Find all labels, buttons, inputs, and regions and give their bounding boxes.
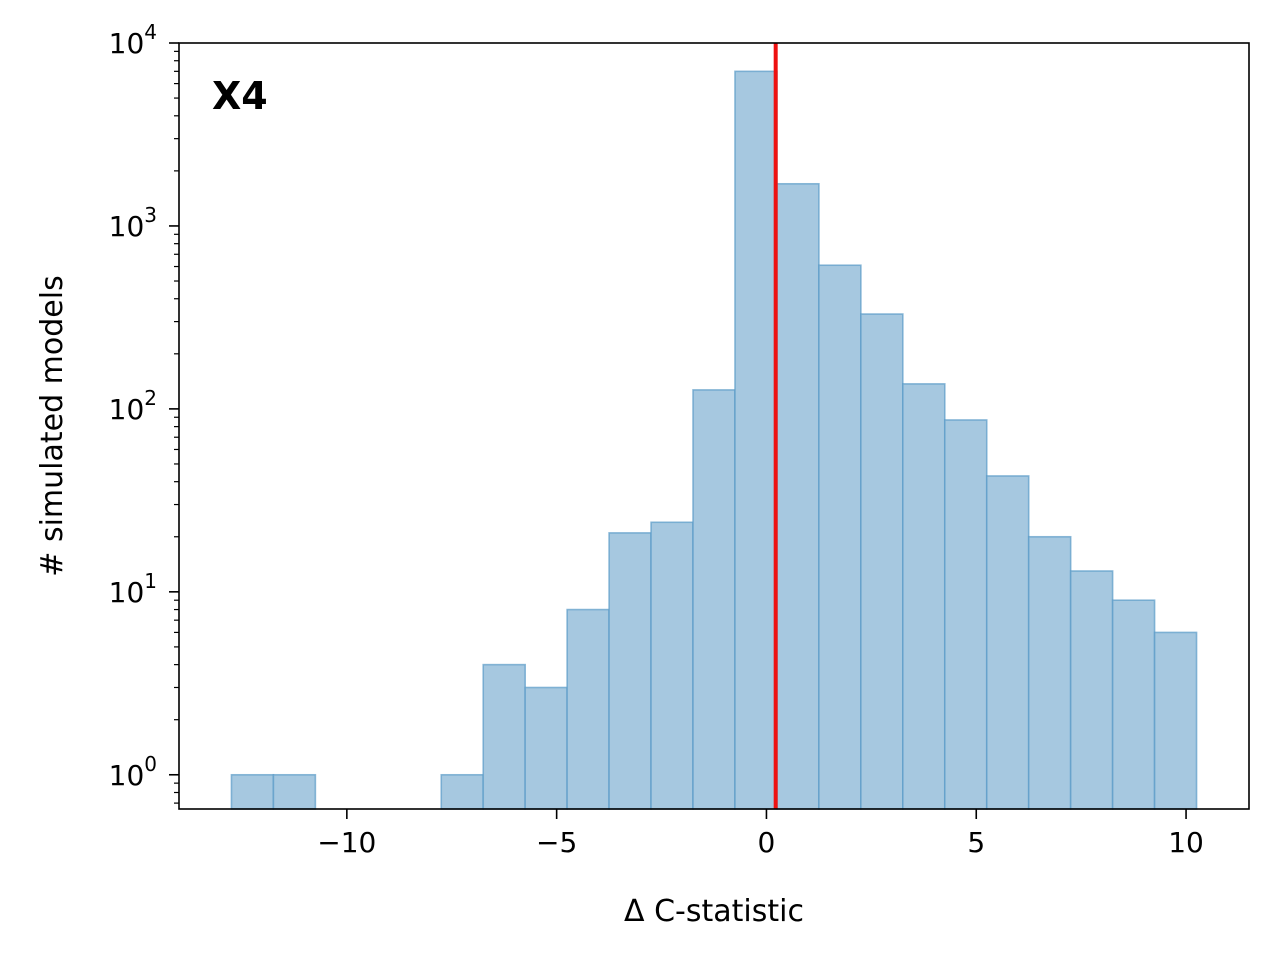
histogram-bar-17: [1069, 570, 1114, 810]
histogram-bar-4: [524, 686, 568, 810]
histogram-bar-11: [818, 264, 862, 810]
histogram-bar-7: [650, 521, 694, 810]
y-axis-ticks: 100 101 102 103 104: [109, 20, 179, 804]
x-tick-label: −5: [536, 826, 577, 859]
histogram-bar-6: [608, 532, 652, 810]
y-tick-label: 100: [109, 752, 157, 792]
histogram-bar-14: [943, 419, 988, 810]
histogram-bar-3: [482, 663, 526, 810]
plot-frame: [178, 42, 1250, 810]
histogram-bars: [230, 70, 1198, 810]
histogram-bar-16: [1027, 535, 1072, 810]
x-tick-label: 0: [758, 826, 776, 859]
histogram-bar-9: [734, 70, 778, 810]
x-tick-label: 10: [1168, 826, 1204, 859]
x-tick-label: 5: [967, 826, 985, 859]
panel-label: X4: [212, 74, 268, 118]
histogram-bar-19: [1153, 631, 1198, 810]
y-tick-label: 101: [109, 569, 157, 609]
histogram-bar-2: [440, 773, 485, 810]
y-tick-label: 102: [109, 386, 157, 426]
y-tick-label: 103: [109, 203, 157, 243]
histogram-bar-15: [985, 475, 1030, 810]
histogram-bar-1: [272, 773, 317, 810]
histogram-bar-5: [566, 608, 610, 810]
x-axis-ticks: −10 −5 0 5 10: [317, 809, 1204, 859]
histogram-bar-0: [230, 773, 275, 810]
x-tick-label: −10: [317, 826, 376, 859]
histogram-bar-8: [692, 389, 736, 810]
histogram-bar-18: [1111, 599, 1156, 810]
histogram-bar-13: [902, 383, 946, 810]
histogram-bar-12: [860, 313, 904, 810]
y-axis-label: # simulated models: [35, 275, 70, 576]
y-tick-label: 104: [109, 20, 157, 60]
histogram-bar-10: [776, 182, 820, 810]
x-axis-label: Δ C-statistic: [624, 894, 804, 929]
